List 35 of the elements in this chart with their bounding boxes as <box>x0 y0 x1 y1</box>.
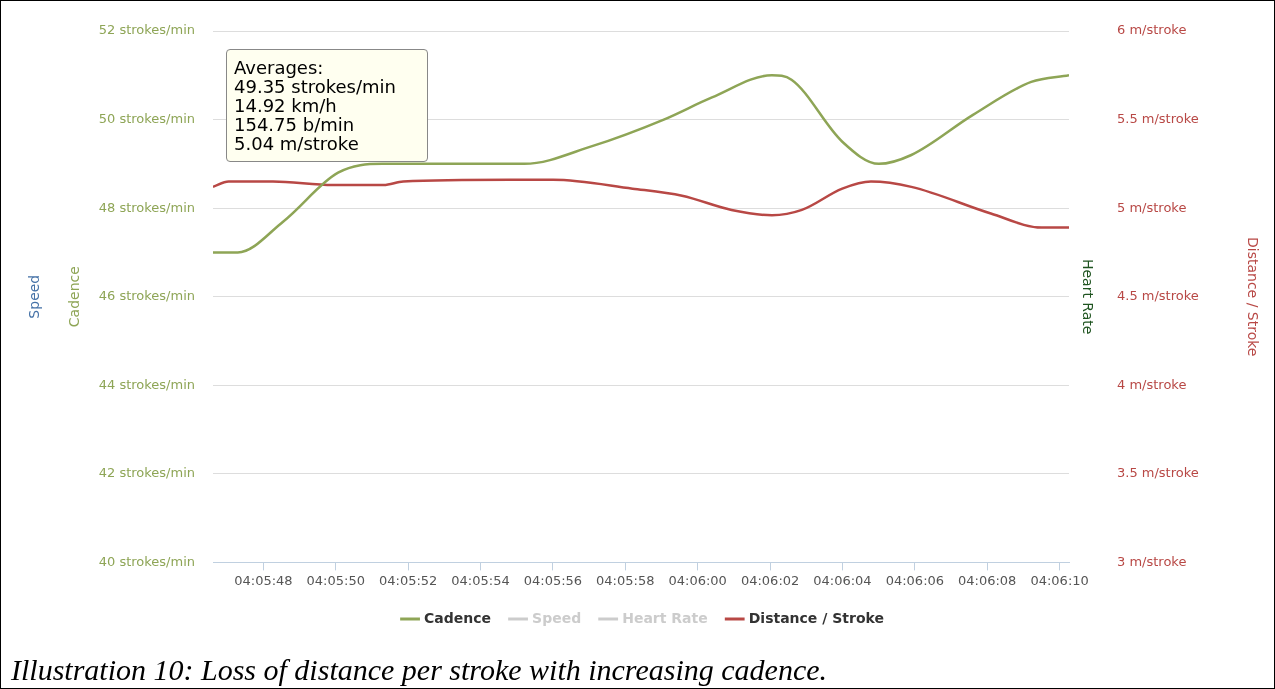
x-tick-label: 04:05:50 <box>306 572 365 588</box>
text: Heart Rate <box>1079 258 1096 335</box>
y2-tick-label: 5.5 m/stroke <box>1117 110 1199 126</box>
y2-tick-label: 4 m/stroke <box>1117 376 1187 392</box>
legend-label: Cadence <box>424 609 492 626</box>
y2-axis-title: Distance / Stroke <box>1244 236 1261 357</box>
x-tick-label: 04:05:48 <box>234 572 293 588</box>
y2-tick-label: 5 m/stroke <box>1117 199 1187 215</box>
y-tick-label: 46 strokes/min <box>98 288 195 304</box>
y2-tick-label: 6 m/stroke <box>1117 22 1187 38</box>
annotation: Averages: 49.35 strokes/min 14.92 km/h 154.75 b/min 5.04 m/stroke <box>226 49 428 162</box>
x-tick-label: 04:06:02 <box>740 572 800 588</box>
x-tick-label: 04:05:56 <box>523 572 583 588</box>
y-tick-label: 44 strokes/min <box>98 376 195 392</box>
x-tick-label: 04:06:04 <box>813 572 872 588</box>
x-tick-label: 04:06:08 <box>957 572 1017 588</box>
y-tick-label: 48 strokes/min <box>98 199 195 215</box>
y-tick-label: 42 strokes/min <box>98 465 195 481</box>
y-tick-label: 40 strokes/min <box>98 553 195 569</box>
y2-tick-label: 4.5 m/stroke <box>1117 288 1199 304</box>
y2-tick-label: 3.5 m/stroke <box>1117 465 1199 481</box>
legend-label: Distance / Stroke <box>748 609 884 626</box>
y-tick-label: 50 strokes/min <box>98 110 195 126</box>
x-tick-label: 04:06:10 <box>1030 572 1089 588</box>
x-tick-label: 04:05:58 <box>596 572 655 588</box>
y-tick-label: 52 strokes/min <box>98 22 195 38</box>
x-tick-label: 04:05:52 <box>378 572 438 588</box>
x-tick-label: 04:06:06 <box>885 572 945 588</box>
y-axis-title: Cadence <box>66 266 83 328</box>
line-series <box>213 178 1069 229</box>
text: Speed <box>26 274 43 319</box>
x-tick-label: 04:05:54 <box>451 572 510 588</box>
y2-tick-label: 3 m/stroke <box>1117 553 1187 569</box>
text: Illustration 10: Loss of distance per stroke with increasing cadence. <box>11 653 828 687</box>
x-tick-label: 04:06:00 <box>668 572 727 588</box>
